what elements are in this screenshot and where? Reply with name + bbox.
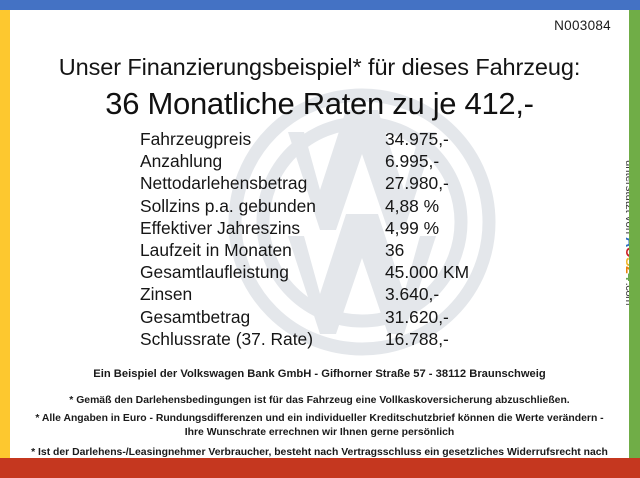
row-label: Schlussrate (37. Rate) [140,328,314,349]
row-value: 36 [385,239,405,260]
right-accent-bar [629,10,640,458]
table-row: Laufzeit in Monaten 36 [140,239,500,261]
left-accent-bar [0,10,10,458]
row-value: 31.620,- [385,306,449,327]
table-row: Fahrzeugpreis 34.975,- [140,128,500,150]
finance-details-table: Fahrzeugpreis 34.975,- Anzahlung 6.995,-… [140,128,500,350]
row-label: Gesamtbetrag [140,306,251,327]
top-accent-bar [0,0,640,10]
content-panel: N003084 Unser Finanzierungsbeispiel* für… [10,10,629,458]
row-label: Nettodarlehensbetrag [140,173,308,194]
row-label: Fahrzeugpreis [140,129,252,149]
row-value: 6.995,- [385,151,440,172]
row-label: Effektiver Jahreszins [140,217,301,238]
legal-note-currency: * Alle Angaben in Euro - Rundungsdiffere… [35,413,604,438]
row-label: Sollzins p.a. gebunden [140,195,316,216]
table-row: Schlussrate (37. Rate) 16.788,- [140,328,500,350]
table-row: Anzahlung 6.995,- [140,150,500,172]
row-value: 4,88 % [385,195,440,216]
row-label: Gesamtlaufleistung [140,262,289,283]
table-row: Sollzins p.a. gebunden 4,88 % [140,195,500,217]
row-value: 3.640,- [385,284,440,305]
row-value: 27.980,- [385,173,449,194]
table-row: Nettodarlehensbetrag 27.980,- [140,172,500,194]
row-label: Anzahlung [140,151,223,172]
table-row: Gesamtbetrag 31.620,- [140,306,500,328]
table-row: Effektiver Jahreszins 4,99 % [140,217,500,239]
row-value: 16.788,- [385,328,449,349]
row-value: 4,99 % [385,217,440,238]
table-row: Zinsen 3.640,- [140,283,500,305]
row-value: 34.975,- [385,129,449,149]
page-subtitle: 36 Monatliche Raten zu je 412,- [105,86,534,121]
row-label: Zinsen [140,284,193,305]
bottom-accent-bar [0,458,640,478]
bank-address-line: Ein Beispiel der Volkswagen Bank GmbH - … [93,368,546,380]
table-row: Gesamtlaufleistung 45.000 KM [140,261,500,283]
row-value: 45.000 KM [385,262,470,283]
legal-note-insurance: * Gemäß den Darlehensbedingungen ist für… [69,395,570,406]
reference-code: N003084 [554,18,611,33]
text-content: N003084 Unser Finanzierungsbeispiel* für… [10,10,629,458]
row-label: Laufzeit in Monaten [140,239,292,260]
legal-note-withdrawal: * Ist der Darlehens-/Leasingnehmer Verbr… [31,447,608,458]
page-title: Unser Finanzierungsbeispiel* für dieses … [58,54,581,80]
